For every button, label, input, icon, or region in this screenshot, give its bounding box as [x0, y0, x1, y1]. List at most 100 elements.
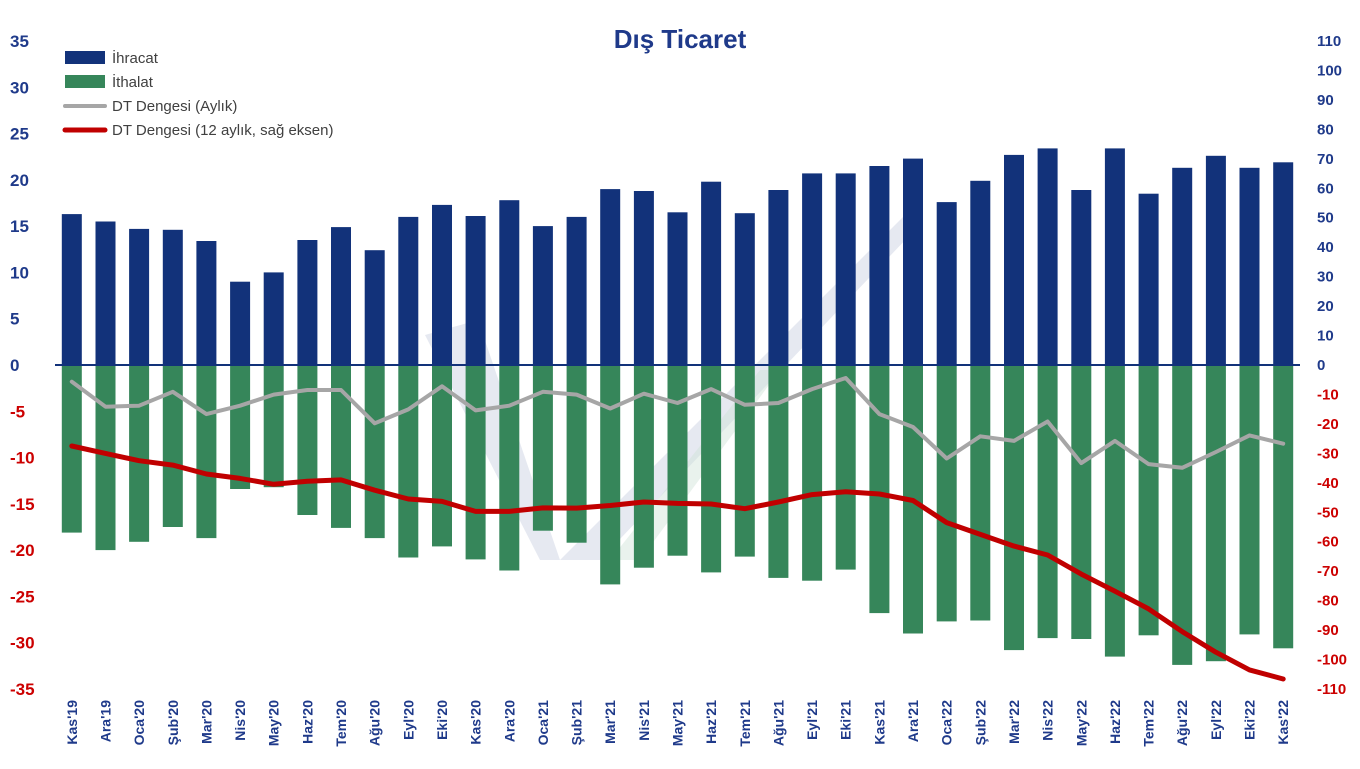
- export-bar-27: [970, 180, 991, 365]
- export-bar-16: [600, 189, 621, 365]
- chart-title: Dış Ticaret: [614, 24, 747, 54]
- export-bar-36: [1273, 162, 1294, 365]
- legend-label: İhracat: [112, 49, 159, 67]
- import-bar-30: [1071, 365, 1092, 639]
- right-tick-label: 80: [1317, 121, 1334, 138]
- legend-label: DT Dengesi (Aylık): [112, 98, 237, 115]
- export-bar-30: [1071, 190, 1092, 365]
- x-tick-label: Kas'21: [871, 700, 887, 745]
- import-bar-8: [331, 365, 351, 528]
- right-tick-label: -40: [1317, 475, 1339, 492]
- import-bar-1: [95, 365, 116, 551]
- annual-balance-line: [69, 443, 1286, 682]
- import-bar-0: [61, 365, 82, 533]
- export-bar-21: [768, 190, 789, 365]
- x-tick-label: Haz'21: [703, 700, 719, 744]
- import-bar-22: [802, 365, 823, 581]
- export-bar-28: [1004, 154, 1024, 365]
- export-bar-22: [802, 173, 823, 365]
- left-tick-label: -15: [10, 495, 35, 514]
- x-tick-label: Mar'22: [1006, 700, 1022, 744]
- right-tick-label: 0: [1317, 357, 1325, 374]
- x-tick-label: Şub'20: [165, 700, 181, 746]
- export-bar-0: [61, 214, 82, 365]
- left-tick-label: 20: [10, 171, 29, 190]
- x-tick-label: Oca'21: [535, 700, 551, 746]
- right-tick-label: 30: [1317, 269, 1334, 286]
- right-tick-label: 100: [1317, 62, 1342, 79]
- left-tick-label: 25: [10, 125, 29, 144]
- x-tick-label: Nis'21: [636, 700, 652, 741]
- left-tick-label: -30: [10, 634, 35, 653]
- right-tick-label: 20: [1317, 298, 1334, 315]
- export-bar-26: [936, 202, 957, 365]
- import-bar-31: [1104, 365, 1125, 657]
- x-tick-label: Eki'21: [838, 700, 854, 740]
- export-bar-29: [1037, 148, 1058, 365]
- import-bar-17: [633, 365, 654, 568]
- x-tick-label: Eyl'20: [400, 700, 416, 740]
- import-bar-20: [734, 365, 755, 557]
- balance-lines: [69, 376, 1286, 682]
- import-bar-21: [768, 365, 789, 578]
- import-bar-3: [162, 365, 183, 527]
- import-bar-4: [196, 365, 217, 539]
- export-bar-32: [1138, 193, 1159, 365]
- export-bar-23: [835, 173, 856, 365]
- export-bar-17: [633, 191, 654, 365]
- export-bar-11: [432, 204, 452, 365]
- import-bar-15: [566, 365, 587, 543]
- x-tick-label: Nis'22: [1040, 700, 1056, 741]
- right-tick-label: -100: [1317, 652, 1347, 669]
- x-tick-label: Mar'20: [198, 700, 214, 744]
- right-tick-label: 90: [1317, 92, 1334, 109]
- export-bar-5: [230, 281, 251, 365]
- right-tick-label: 110: [1317, 33, 1341, 50]
- left-tick-label: -5: [10, 402, 25, 421]
- right-tick-label: 70: [1317, 151, 1334, 168]
- export-bar-7: [297, 240, 318, 365]
- x-tick-label: Ağu'20: [367, 700, 383, 746]
- export-bar-31: [1104, 148, 1125, 365]
- import-bar-29: [1037, 365, 1058, 639]
- import-bar-2: [129, 365, 150, 542]
- right-tick-label: -110: [1317, 681, 1346, 698]
- export-bar-25: [903, 158, 923, 365]
- right-axis-ticks: -110-100-90-80-70-60-50-40-30-20-1001020…: [1317, 33, 1347, 698]
- left-tick-label: -35: [10, 680, 35, 699]
- left-tick-label: 0: [10, 356, 19, 375]
- import-bar-32: [1138, 365, 1159, 636]
- x-tick-label: Şub'21: [569, 700, 585, 746]
- legend-label: İthalat: [112, 73, 154, 91]
- import-bar-12: [465, 365, 486, 560]
- import-bar-10: [398, 365, 419, 558]
- import-bar-24: [869, 365, 890, 614]
- right-tick-label: 40: [1317, 239, 1334, 256]
- monthly-balance-line: [69, 376, 1286, 470]
- right-tick-label: -60: [1317, 534, 1339, 551]
- x-tick-label: May'20: [266, 700, 282, 746]
- x-tick-label: Ağu'21: [770, 700, 786, 746]
- import-bar-28: [1004, 365, 1024, 651]
- x-tick-label: Eyl'21: [804, 700, 820, 740]
- x-tick-label: Tem'22: [1141, 700, 1157, 747]
- import-bar-14: [532, 365, 553, 531]
- export-bar-34: [1205, 155, 1226, 365]
- export-bar-20: [734, 213, 755, 365]
- export-bar-14: [532, 226, 553, 365]
- x-tick-label: Kas'22: [1275, 700, 1291, 745]
- import-bar-33: [1172, 365, 1193, 665]
- legend-swatch: [65, 75, 105, 88]
- export-bar-8: [331, 227, 351, 365]
- left-tick-label: 5: [10, 310, 19, 329]
- left-tick-label: -20: [10, 541, 35, 560]
- right-tick-label: 10: [1317, 328, 1334, 345]
- x-tick-label: Haz'22: [1107, 700, 1123, 744]
- export-bar-19: [701, 181, 722, 365]
- x-tick-label: Oca'20: [131, 700, 147, 746]
- left-tick-label: 35: [10, 32, 29, 51]
- legend-label: DT Dengesi (12 aylık, sağ eksen): [112, 122, 334, 139]
- export-bar-1: [95, 221, 116, 365]
- left-tick-label: 30: [10, 78, 29, 97]
- right-tick-label: -30: [1317, 445, 1339, 462]
